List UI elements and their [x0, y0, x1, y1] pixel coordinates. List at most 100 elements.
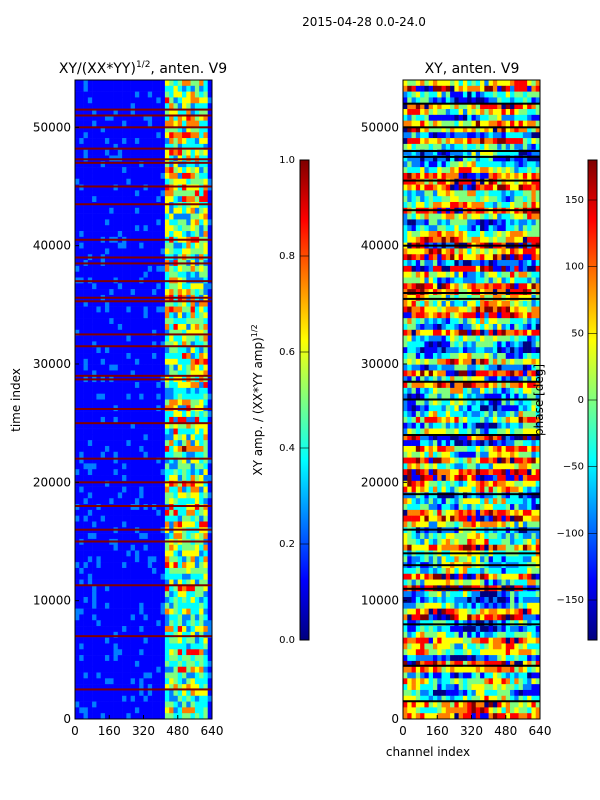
- heatmap-cell: [113, 190, 119, 197]
- heatmap-cell: [160, 649, 166, 656]
- heatmap-cell: [194, 649, 200, 656]
- heatmap-cell: [510, 132, 515, 139]
- heatmap-cell: [177, 114, 183, 121]
- heatmap-cell: [203, 544, 209, 551]
- heatmap-cell: [134, 713, 140, 720]
- heatmap-cell: [83, 678, 89, 685]
- heatmap-cell: [207, 457, 213, 464]
- heatmap-cell: [480, 201, 485, 209]
- heatmap-cell: [199, 318, 204, 325]
- heatmap-cell: [492, 213, 498, 220]
- heatmap-cell: [437, 254, 442, 261]
- heatmap-cell: [79, 434, 84, 441]
- heatmap-cell: [428, 143, 434, 151]
- heatmap-cell: [207, 597, 213, 604]
- heatmap-cell: [450, 120, 455, 127]
- heatmap-cell: [75, 149, 80, 156]
- heatmap-cell: [100, 161, 106, 168]
- heatmap-cell: [169, 178, 174, 185]
- heatmap-cell: [134, 364, 140, 371]
- heatmap-cell: [424, 323, 429, 331]
- heatmap-cell: [156, 213, 161, 220]
- heatmap-cell: [522, 80, 528, 87]
- heatmap-cell: [420, 306, 425, 313]
- heatmap-cell: [173, 695, 179, 702]
- heatmap-cell: [501, 300, 507, 307]
- heatmap-cell: [117, 178, 123, 185]
- heatmap-cell: [194, 480, 200, 487]
- heatmap-cell: [454, 167, 459, 174]
- heatmap-cell: [122, 573, 127, 580]
- heatmap-cell: [518, 155, 524, 162]
- heatmap-cell: [522, 318, 528, 325]
- heatmap-cell: [462, 231, 468, 238]
- heatmap-cell: [126, 143, 131, 151]
- heatmap-cell: [92, 480, 97, 487]
- heatmap-cell: [492, 312, 498, 319]
- heatmap-cell: [475, 283, 481, 290]
- heatmap-cell: [407, 323, 412, 331]
- flagged-row: [75, 262, 212, 265]
- heatmap-cell: [173, 457, 179, 464]
- heatmap-cell: [186, 219, 191, 226]
- heatmap-cell: [75, 382, 80, 389]
- heatmap-cell: [147, 370, 153, 377]
- heatmap-cell: [199, 271, 204, 278]
- heatmap-cell: [203, 637, 209, 644]
- heatmap-cell: [100, 475, 106, 482]
- heatmap-cell: [122, 475, 127, 482]
- heatmap-cell: [117, 161, 123, 168]
- heatmap-cell: [113, 382, 119, 389]
- heatmap-cell: [147, 614, 153, 621]
- heatmap-cell: [475, 225, 481, 232]
- heatmap-cell: [160, 347, 166, 354]
- heatmap-cell: [437, 172, 442, 180]
- heatmap-cell: [92, 364, 97, 371]
- heatmap-cell: [83, 167, 89, 174]
- heatmap-cell: [122, 504, 127, 511]
- heatmap-cell: [467, 114, 472, 121]
- heatmap-cell: [122, 422, 127, 429]
- heatmap-cell: [75, 515, 80, 522]
- heatmap-cell: [92, 178, 97, 185]
- heatmap-cell: [454, 318, 459, 325]
- heatmap-cell: [177, 434, 183, 441]
- heatmap-cell: [420, 231, 425, 238]
- heatmap-cell: [169, 341, 174, 348]
- heatmap-cell: [126, 196, 131, 203]
- heatmap-cell: [113, 457, 119, 464]
- heatmap-cell: [92, 689, 97, 697]
- heatmap-cell: [104, 341, 110, 348]
- heatmap-cell: [203, 161, 209, 168]
- heatmap-cell: [203, 85, 209, 92]
- heatmap-cell: [424, 132, 429, 139]
- heatmap-cell: [104, 114, 110, 121]
- heatmap-cell: [169, 509, 174, 516]
- heatmap-cell: [130, 393, 136, 400]
- heatmap-cell: [194, 626, 200, 633]
- heatmap-cell: [147, 178, 153, 185]
- heatmap-cell: [169, 492, 174, 499]
- heatmap-cell: [182, 207, 187, 214]
- heatmap-cell: [100, 289, 106, 296]
- heatmap-cell: [428, 323, 434, 331]
- heatmap-cell: [139, 550, 144, 557]
- heatmap-cell: [177, 196, 183, 203]
- heatmap-cell: [143, 323, 149, 331]
- heatmap-cell: [182, 382, 187, 389]
- heatmap-cell: [199, 242, 204, 249]
- heatmap-cell: [147, 672, 153, 679]
- heatmap-cell: [92, 353, 97, 360]
- heatmap-cell: [156, 196, 161, 203]
- heatmap-cell: [194, 597, 200, 604]
- heatmap-cell: [164, 678, 170, 685]
- heatmap-cell: [190, 428, 196, 435]
- heatmap-cell: [83, 562, 89, 569]
- heatmap-cell: [497, 260, 502, 267]
- heatmap-cell: [83, 91, 89, 98]
- heatmap-cell: [83, 451, 89, 458]
- heatmap-cell: [113, 109, 119, 116]
- heatmap-cell: [87, 387, 93, 394]
- heatmap-cell: [117, 387, 123, 394]
- heatmap-cell: [134, 614, 140, 621]
